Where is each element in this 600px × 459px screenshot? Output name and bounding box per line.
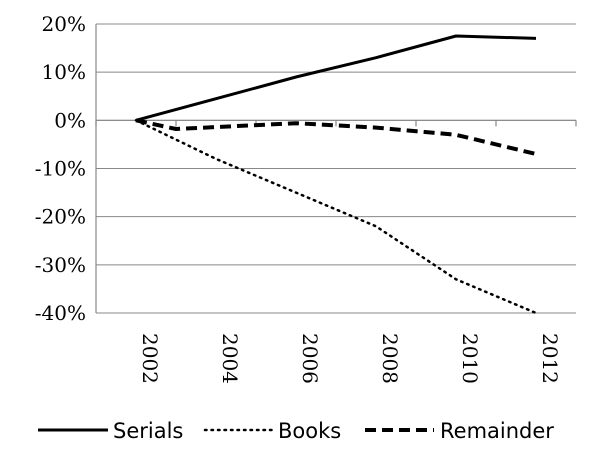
y-tick-label: -30% [35,253,86,277]
x-tick-label: 2010 [458,333,482,384]
y-tick-label: -10% [35,157,86,181]
y-tick-label: -40% [35,301,86,325]
legend-label-serials: Serials [113,419,183,443]
series-lines [134,34,538,315]
axes [95,24,577,313]
y-tick-label: -20% [35,205,86,229]
x-tick-labels: 2002 2004 2006 2008 2010 2012 [138,333,562,384]
y-tick-label: 10% [42,60,86,84]
series-line-remainder [135,118,537,156]
y-tick-labels: 20% 10% 0% -10% -20% -30% -40% [35,12,86,325]
legend-label-remainder: Remainder [440,419,554,443]
legend-label-books: Books [278,419,341,443]
y-tick-label: 20% [42,12,86,36]
y-tick-label: 0% [54,108,86,132]
legend: Serials Books Remainder [38,419,554,443]
x-tick-label: 2006 [298,333,322,384]
x-tick-label: 2002 [138,333,162,384]
series-line-serials [135,34,537,122]
x-tick-label: 2012 [538,333,562,384]
x-tick-label: 2008 [378,333,402,384]
series-line-books [134,119,538,315]
x-tick-label: 2004 [218,333,242,384]
